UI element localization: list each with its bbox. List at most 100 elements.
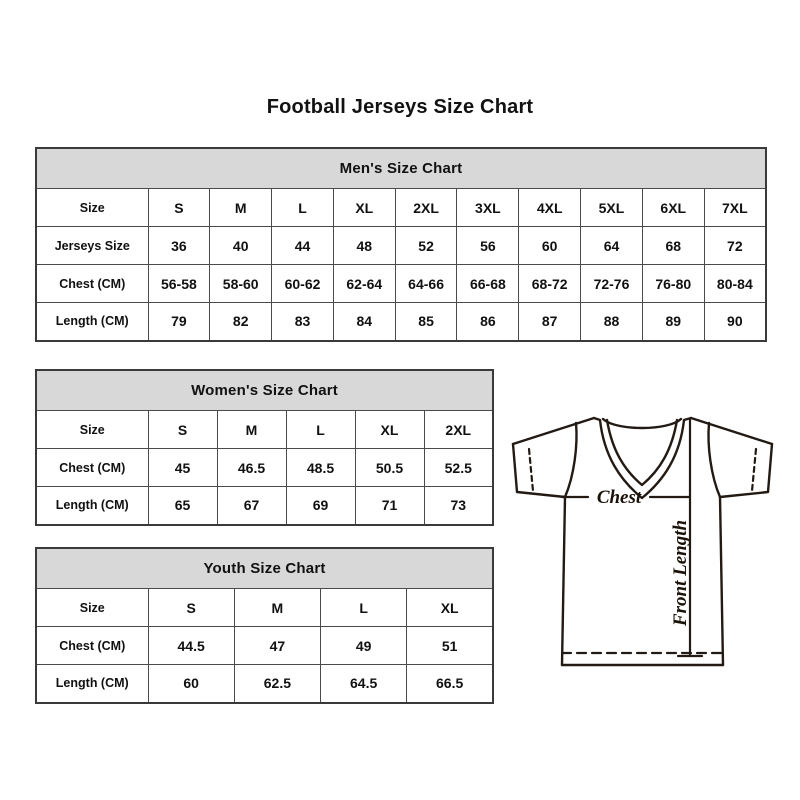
cell: 56 bbox=[456, 226, 520, 265]
cell: 58-60 bbox=[209, 264, 273, 303]
column-header-s: S bbox=[147, 588, 235, 627]
right-cuff-stitch-dashed-line bbox=[750, 447, 758, 493]
table-row: Length (CM) 65 67 69 71 73 bbox=[35, 486, 494, 525]
cell: 52.5 bbox=[423, 448, 494, 487]
right-shoulder-seam-line bbox=[689, 416, 774, 446]
cell: 65 bbox=[147, 486, 218, 525]
cell: 64-66 bbox=[394, 264, 458, 303]
cell: 66-68 bbox=[456, 264, 520, 303]
cell: 69 bbox=[285, 486, 356, 525]
table-band-row: Women's Size Chart bbox=[35, 369, 494, 411]
cell: 73 bbox=[423, 486, 494, 525]
table-row: Chest (CM) 44.5 47 49 51 bbox=[35, 626, 494, 665]
mens-size-chart-table: Men's Size Chart Size S M L XL 2XL 3XL 4… bbox=[35, 147, 767, 342]
cell: 87 bbox=[518, 302, 582, 341]
row-label-chest-cm: Chest (CM) bbox=[35, 448, 149, 487]
cell: 72 bbox=[703, 226, 767, 265]
chest-measurement-label: Chest bbox=[597, 487, 642, 508]
mens-table-band-title: Men's Size Chart bbox=[35, 147, 767, 189]
collar-inner-line bbox=[605, 418, 679, 487]
cell: 66.5 bbox=[406, 664, 494, 703]
cell: 56-58 bbox=[147, 264, 211, 303]
table-row: Length (CM) 60 62.5 64.5 66.5 bbox=[35, 664, 494, 703]
row-label-chest-cm: Chest (CM) bbox=[35, 626, 149, 665]
column-header-2xl: 2XL bbox=[423, 410, 494, 449]
cell: 48.5 bbox=[285, 448, 356, 487]
column-header-3xl: 3XL bbox=[456, 188, 520, 227]
cell: 84 bbox=[332, 302, 396, 341]
right-body-side-line bbox=[718, 495, 725, 667]
cell: 76-80 bbox=[641, 264, 705, 303]
collar-outer-line bbox=[592, 416, 693, 500]
right-sleeve-outline bbox=[718, 442, 774, 499]
row-label-chest-cm: Chest (CM) bbox=[35, 264, 149, 303]
left-sleeve-inner-seam bbox=[563, 421, 578, 499]
cell: 62.5 bbox=[233, 664, 322, 703]
column-header-2xl: 2XL bbox=[394, 188, 458, 227]
column-header-l: L bbox=[319, 588, 408, 627]
cell: 71 bbox=[354, 486, 425, 525]
row-label-jerseys-size: Jerseys Size bbox=[35, 226, 149, 265]
table-header-row: Size S M L XL 2XL 3XL 4XL 5XL 6XL 7XL bbox=[35, 188, 767, 227]
left-shoulder-seam-line bbox=[511, 416, 596, 446]
youth-size-chart-table: Youth Size Chart Size S M L XL Chest (CM… bbox=[35, 547, 495, 704]
column-header-m: M bbox=[209, 188, 273, 227]
column-header-4xl: 4XL bbox=[518, 188, 582, 227]
jersey-measurement-diagram: Chest Front Length bbox=[500, 398, 785, 698]
column-header-size: Size bbox=[35, 188, 149, 227]
column-header-6xl: 6XL bbox=[641, 188, 705, 227]
cell: 60 bbox=[518, 226, 582, 265]
cell: 89 bbox=[641, 302, 705, 341]
cell: 47 bbox=[233, 626, 322, 665]
cell: 83 bbox=[271, 302, 334, 341]
cell: 90 bbox=[703, 302, 767, 341]
column-header-m: M bbox=[233, 588, 322, 627]
cell: 50.5 bbox=[354, 448, 425, 487]
cell: 46.5 bbox=[216, 448, 287, 487]
cell: 51 bbox=[406, 626, 494, 665]
cell: 36 bbox=[147, 226, 211, 265]
column-header-5xl: 5XL bbox=[580, 188, 643, 227]
column-header-xl: XL bbox=[354, 410, 425, 449]
table-header-row: Size S M L XL 2XL bbox=[35, 410, 494, 449]
cell: 80-84 bbox=[703, 264, 767, 303]
cell: 49 bbox=[319, 626, 408, 665]
left-cuff-stitch-dashed-line bbox=[527, 447, 535, 493]
cell: 48 bbox=[332, 226, 396, 265]
womens-size-chart-table: Women's Size Chart Size S M L XL 2XL Che… bbox=[35, 369, 495, 526]
table-band-row: Youth Size Chart bbox=[35, 547, 494, 589]
cell: 45 bbox=[147, 448, 218, 487]
row-label-length-cm: Length (CM) bbox=[35, 302, 149, 341]
cell: 86 bbox=[456, 302, 520, 341]
cell: 64.5 bbox=[319, 664, 408, 703]
cell: 88 bbox=[580, 302, 643, 341]
cell: 67 bbox=[216, 486, 287, 525]
column-header-size: Size bbox=[35, 410, 149, 449]
column-header-7xl: 7XL bbox=[703, 188, 767, 227]
cell: 64 bbox=[580, 226, 643, 265]
table-row: Chest (CM) 45 46.5 48.5 50.5 52.5 bbox=[35, 448, 494, 487]
cell: 40 bbox=[209, 226, 273, 265]
table-row: Length (CM) 79 82 83 84 85 86 87 88 89 9… bbox=[35, 302, 767, 341]
table-row: Jerseys Size 36 40 44 48 52 56 60 64 68 … bbox=[35, 226, 767, 265]
table-row: Chest (CM) 56-58 58-60 60-62 62-64 64-66… bbox=[35, 264, 767, 303]
cell: 60-62 bbox=[271, 264, 334, 303]
cell: 62-64 bbox=[332, 264, 396, 303]
table-header-row: Size S M L XL bbox=[35, 588, 494, 627]
column-header-s: S bbox=[147, 410, 218, 449]
womens-table-band-title: Women's Size Chart bbox=[35, 369, 494, 411]
cell: 52 bbox=[394, 226, 458, 265]
cell: 60 bbox=[147, 664, 235, 703]
column-header-l: L bbox=[285, 410, 356, 449]
cell: 68 bbox=[641, 226, 705, 265]
column-header-xl: XL bbox=[406, 588, 494, 627]
left-body-side-line bbox=[560, 495, 567, 667]
column-header-xl: XL bbox=[332, 188, 396, 227]
row-label-length-cm: Length (CM) bbox=[35, 486, 149, 525]
table-band-row: Men's Size Chart bbox=[35, 147, 767, 189]
cell: 85 bbox=[394, 302, 458, 341]
column-header-l: L bbox=[271, 188, 334, 227]
youth-table-band-title: Youth Size Chart bbox=[35, 547, 494, 589]
collar-rib-curve bbox=[601, 417, 683, 430]
cell: 44 bbox=[271, 226, 334, 265]
